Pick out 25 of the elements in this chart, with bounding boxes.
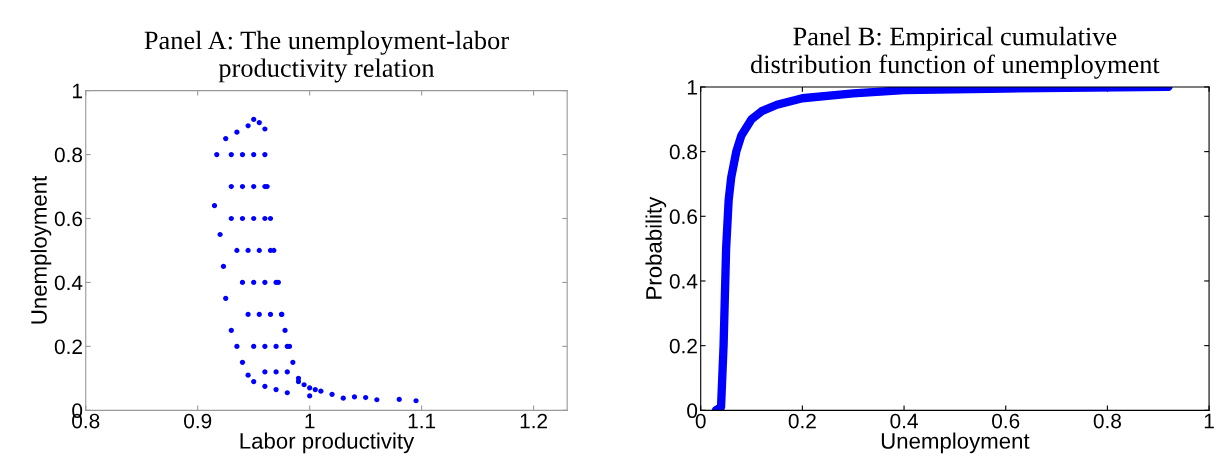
x-tick-label: 0.4: [890, 413, 918, 429]
y-tick-label: 0.2: [54, 339, 82, 355]
y-axis-title: Unemployment: [30, 175, 52, 324]
y-tick-label: 0.6: [54, 211, 83, 227]
chart-title: Panel B: Empirical cumulative distribution function of unemployment: [750, 26, 1160, 79]
x-tick-label: 1.1: [408, 413, 436, 429]
x-tick-label: 0.2: [788, 413, 816, 429]
y-axis-title: Probability: [645, 196, 667, 299]
x-tick-label: 1.2: [520, 413, 548, 429]
x-tick-label: 0.9: [184, 413, 212, 429]
y-tick-label: 1: [72, 83, 82, 99]
x-tick-label: 1: [305, 413, 315, 429]
x-axis-title: Unemployment: [881, 432, 1030, 454]
y-tick-label: 0.2: [669, 338, 697, 354]
y-tick-label: 0.4: [669, 273, 698, 289]
chart-title: Panel A: The unemployment-labor productivity relation: [144, 30, 509, 83]
x-tick-label: 1: [1204, 413, 1214, 429]
y-tick-label: 0.8: [669, 144, 698, 160]
x-tick-label: 0.8: [1093, 413, 1121, 429]
y-tick-label: 1: [687, 80, 697, 95]
y-tick-label: 0.8: [54, 147, 83, 163]
y-tick-label: 0.6: [669, 209, 698, 225]
x-tick-label: 0.6: [992, 413, 1020, 429]
x-axis-title: Labor productivity: [240, 432, 415, 454]
y-tick-label: 0.4: [54, 275, 83, 291]
